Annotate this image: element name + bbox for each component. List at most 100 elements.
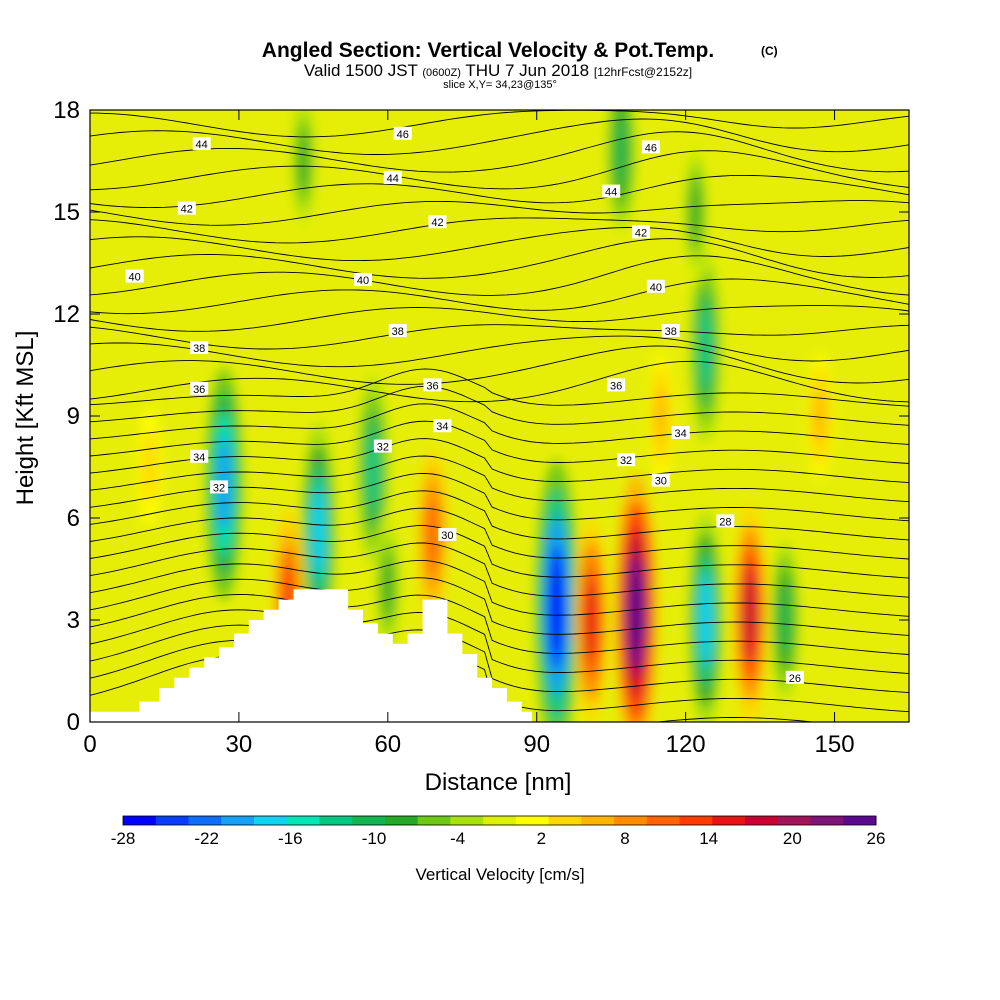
theta-label: 34	[671, 426, 690, 440]
velocity-cell	[743, 566, 758, 660]
theta-label: 44	[602, 184, 621, 199]
theta-label: 40	[125, 269, 144, 284]
theta-label-text: 30	[655, 476, 667, 488]
colorbar-swatch	[417, 816, 451, 825]
theta-label-text: 38	[392, 326, 404, 338]
colorbar-swatch	[221, 816, 255, 825]
colorbar-swatch	[253, 816, 288, 825]
colorbar-swatch	[188, 816, 222, 825]
y-tick-label: 9	[67, 403, 80, 430]
x-axis-label: Distance [nm]	[425, 769, 572, 796]
y-tick-label: 0	[67, 709, 80, 736]
chart-slice-info: slice X,Y= 34,23@135°	[443, 79, 557, 91]
velocity-cell	[615, 117, 627, 185]
y-axis-label: Height [Kft MSL]	[12, 331, 39, 506]
theta-label-text: 26	[789, 673, 801, 685]
isentrope-line	[90, 335, 909, 368]
theta-label: 44	[383, 171, 402, 185]
isentrope-line	[90, 118, 909, 155]
theta-label: 42	[631, 225, 650, 239]
isentrope-line	[90, 507, 909, 560]
colorbar-swatch	[712, 816, 746, 825]
x-tick-label: 60	[374, 731, 401, 758]
theta-label-text: 34	[675, 428, 687, 440]
isentrope-line	[90, 305, 909, 332]
y-tick-label: 3	[67, 607, 80, 634]
y-tick-label: 6	[67, 505, 80, 532]
theta-label: 40	[354, 273, 372, 287]
theta-label: 32	[210, 480, 229, 494]
theta-label-text: 32	[377, 442, 389, 454]
velocity-cell	[627, 554, 645, 673]
colorbar-swatch	[646, 816, 681, 825]
theta-label-text: 38	[665, 326, 677, 338]
theta-label-text: 34	[193, 452, 205, 464]
theta-label-text: 30	[441, 530, 453, 542]
isentrope-line	[90, 278, 909, 315]
theta-label: 32	[373, 439, 392, 454]
colorbar-swatch	[483, 816, 517, 825]
theta-label: 42	[428, 215, 447, 229]
colorbar-tick-label: -22	[194, 829, 219, 848]
theta-label-text: 42	[181, 204, 193, 216]
velocity-cell	[311, 485, 326, 578]
theta-label: 36	[423, 378, 442, 392]
theta-label-text: 32	[620, 455, 632, 467]
isentrope-line	[90, 110, 909, 138]
velocity-cell	[814, 388, 825, 444]
theta-label-text: 36	[426, 380, 438, 392]
colorbar-tick-label: 26	[867, 829, 886, 848]
colorbar-tick-label: -4	[450, 829, 465, 848]
isentrope-line	[90, 226, 909, 262]
theta-label: 46	[641, 140, 660, 154]
colorbar-swatch	[614, 816, 648, 825]
colorbar-swatch	[286, 816, 320, 825]
isentrope-line	[90, 609, 909, 675]
theta-label: 32	[617, 453, 636, 467]
colorbar-swatch	[548, 816, 582, 825]
theta-label-text: 44	[196, 139, 208, 151]
isentrope-line	[90, 594, 909, 655]
colorbar-swatch	[155, 816, 189, 825]
chart-title: Angled Section: Vertical Velocity & Pot.…	[262, 39, 714, 62]
velocity-cell	[547, 544, 566, 669]
theta-label-text: 28	[719, 516, 731, 528]
theta-label: 36	[190, 381, 209, 396]
colorbar-swatch	[810, 816, 844, 825]
terrain	[90, 589, 532, 722]
theta-label: 30	[651, 473, 670, 488]
x-tick-label: 150	[815, 731, 855, 758]
isentrope-line	[90, 525, 909, 579]
colorbar-tick-label: -10	[362, 829, 387, 848]
isentrope-line	[90, 345, 909, 385]
isentrope-line	[90, 255, 909, 296]
isentrope-line	[90, 217, 909, 244]
velocity-cell	[698, 573, 713, 667]
isentrope-line	[90, 403, 909, 445]
isentrope-line	[90, 131, 909, 173]
theta-label-text: 42	[431, 217, 443, 229]
theta-label-text: 34	[436, 421, 448, 433]
theta-label: 38	[190, 341, 209, 355]
velocity-cell	[382, 555, 394, 617]
colorbar-tick-label: 20	[783, 829, 802, 848]
theta-label: 28	[716, 514, 735, 528]
theta-label-text: 36	[193, 384, 205, 396]
theta-label: 26	[785, 670, 804, 685]
theta-label: 34	[190, 449, 209, 464]
isentrope-line	[90, 542, 909, 598]
isentrope-line	[90, 368, 909, 407]
theta-label: 34	[433, 419, 452, 433]
colorbar-swatch	[450, 816, 484, 825]
isentrope-line	[90, 200, 909, 226]
theta-label-text: 44	[387, 173, 399, 185]
isentrope-line	[90, 490, 909, 541]
theta-label: 38	[388, 324, 407, 338]
x-tick-label: 120	[666, 731, 706, 758]
colorbar-swatch	[123, 816, 157, 825]
theta-label-text: 36	[610, 380, 622, 392]
velocity-cell	[584, 576, 599, 664]
colorbar-tick-label: 2	[537, 829, 546, 848]
isentrope-line	[90, 174, 909, 209]
